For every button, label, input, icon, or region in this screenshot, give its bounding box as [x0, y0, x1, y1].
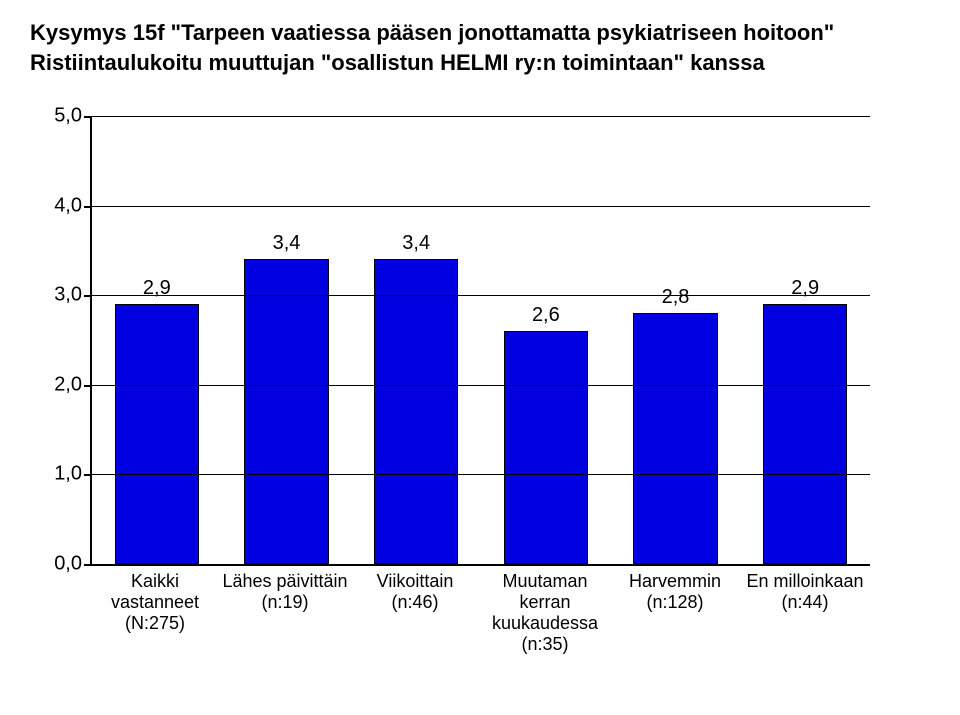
bar-value-label: 3,4: [273, 232, 301, 255]
chart-frame: 2,93,43,42,62,82,9 0,01,02,03,04,05,0 Ka…: [30, 106, 900, 616]
y-tick: [84, 385, 92, 387]
bar-slot: 3,4: [351, 116, 481, 564]
x-axis-label: En milloinkaan (n:44): [740, 571, 870, 655]
grid-line: [92, 206, 870, 207]
y-tick-label: 0,0: [32, 553, 82, 576]
grid-line: [92, 474, 870, 475]
bar-slot: 2,8: [611, 116, 741, 564]
bar-value-label: 2,6: [532, 304, 560, 327]
y-tick: [84, 474, 92, 476]
bar-value-label: 3,4: [402, 232, 430, 255]
bar-slot: 2,9: [740, 116, 870, 564]
bar: [504, 331, 588, 564]
y-tick: [84, 116, 92, 118]
bar-slot: 2,9: [92, 116, 222, 564]
grid-line: [92, 295, 870, 296]
grid-line: [92, 385, 870, 386]
x-axis-labels: Kaikki vastanneet (N:275)Lähes päivittäi…: [90, 571, 870, 655]
plot-area: 2,93,43,42,62,82,9 0,01,02,03,04,05,0: [90, 116, 870, 566]
bar: [244, 259, 328, 564]
y-tick: [84, 206, 92, 208]
bar-value-label: 2,9: [791, 277, 819, 300]
chart-title: Kysymys 15f "Tarpeen vaatiessa pääsen jo…: [30, 20, 930, 46]
bar: [633, 313, 717, 564]
y-tick: [84, 295, 92, 297]
x-axis-label: Harvemmin (n:128): [610, 571, 740, 655]
x-axis-label: Kaikki vastanneet (N:275): [90, 571, 220, 655]
y-tick-label: 1,0: [32, 463, 82, 486]
bar-value-label: 2,8: [662, 286, 690, 309]
grid-line: [92, 116, 870, 117]
bar-value-label: 2,9: [143, 277, 171, 300]
y-tick-label: 2,0: [32, 373, 82, 396]
y-tick: [84, 564, 92, 566]
x-axis-label: Muutaman kerran kuukaudessa (n:35): [480, 571, 610, 655]
y-tick-label: 5,0: [32, 105, 82, 128]
bar: [115, 304, 199, 564]
bar: [763, 304, 847, 564]
x-axis-label: Viikoittain (n:46): [350, 571, 480, 655]
chart-subtitle: Ristiintaulukoitu muuttujan "osallistun …: [30, 50, 930, 76]
bar-slot: 3,4: [222, 116, 352, 564]
x-axis-label: Lähes päivittäin (n:19): [220, 571, 350, 655]
bars-container: 2,9 3,4 3,4 2,6 2,8 2,9: [92, 116, 870, 564]
bar: [374, 259, 458, 564]
bar-slot: 2,6: [481, 116, 611, 564]
y-tick-label: 4,0: [32, 194, 82, 217]
y-tick-label: 3,0: [32, 284, 82, 307]
